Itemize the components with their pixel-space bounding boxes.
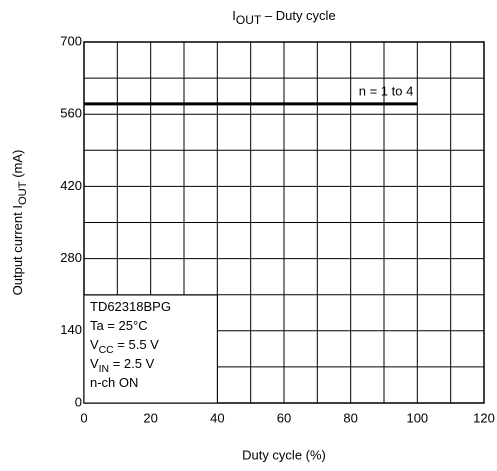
condition-line: TD62318BPG	[90, 299, 171, 314]
condition-line: VCC = 5.5 V	[90, 337, 159, 355]
x-tick-label: 120	[473, 410, 495, 425]
y-axis-label: Output current IOUT (mA)	[10, 150, 29, 296]
condition-line: Ta = 25°C	[90, 318, 148, 333]
x-tick-label: 100	[406, 410, 428, 425]
x-tick-label: 60	[277, 410, 291, 425]
condition-line: n-ch ON	[90, 375, 138, 390]
y-axis-label-rest: (mA)	[10, 150, 25, 182]
condition-line-main: n-ch ON	[90, 375, 138, 390]
condition-line-main: Ta = 25°C	[90, 318, 148, 333]
condition-line-main: V	[90, 337, 99, 352]
chart-title-rest: – Duty cycle	[261, 8, 335, 23]
y-tick-label: 700	[60, 33, 82, 48]
y-tick-label: 0	[75, 394, 82, 409]
plot-border	[83, 41, 485, 404]
y-tick-label: 140	[60, 322, 82, 337]
condition-line-sub: CC	[99, 345, 115, 356]
condition-line-rest: = 5.5 V	[114, 337, 159, 352]
x-tick-label: 40	[210, 410, 224, 425]
y-tick-label: 280	[60, 250, 82, 265]
condition-line: VIN = 2.5 V	[90, 356, 155, 374]
x-tick-label: 80	[343, 410, 357, 425]
chart-title-main: I	[232, 8, 236, 23]
conditions-box	[83, 294, 218, 404]
condition-line-main: V	[90, 356, 99, 371]
x-tick-label: 20	[143, 410, 157, 425]
x-axis-label: Duty cycle (%)	[242, 447, 326, 462]
y-tick-label: 420	[60, 178, 82, 193]
series-label: n = 1 to 4	[359, 83, 414, 98]
condition-line-main: TD62318BPG	[90, 299, 171, 314]
condition-line-rest: = 2.5 V	[109, 356, 154, 371]
chart-title-sub: OUT	[236, 13, 262, 27]
y-tick-label: 560	[60, 106, 82, 121]
chart-title: IOUT – Duty cycle	[232, 8, 335, 27]
x-tick-label: 0	[80, 410, 87, 425]
y-axis-label-sub: OUT	[17, 181, 29, 205]
y-axis-label-main: Output current I	[10, 205, 25, 295]
condition-line-sub: IN	[99, 364, 109, 375]
